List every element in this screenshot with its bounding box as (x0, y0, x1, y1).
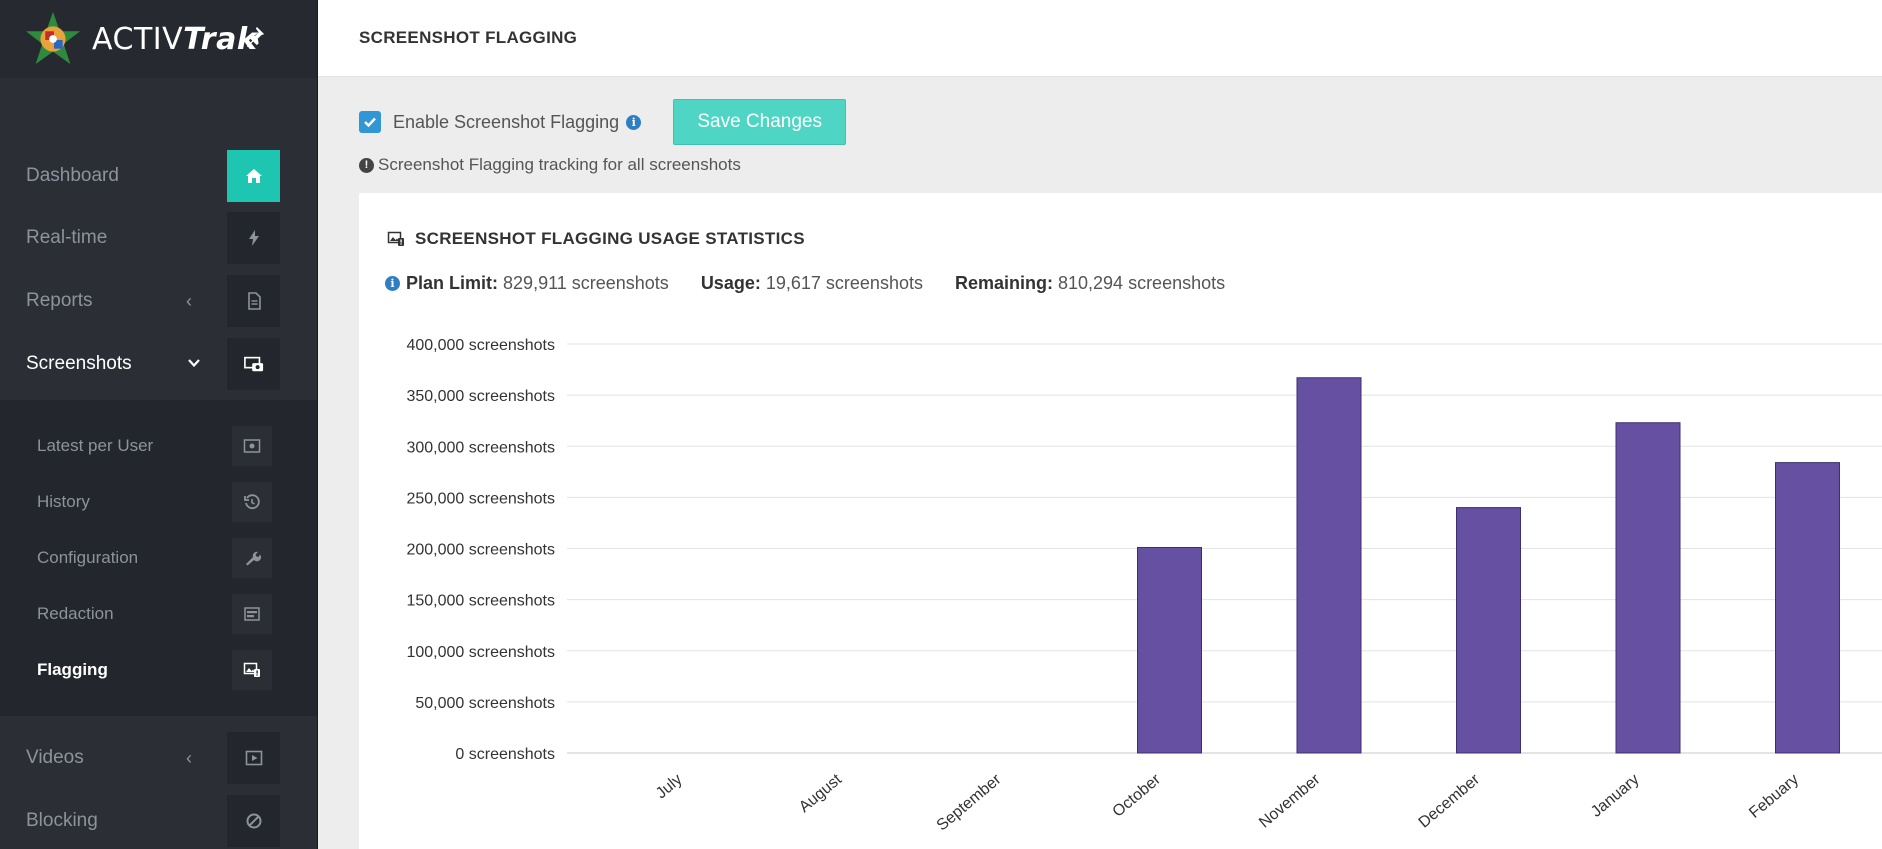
chevron-down-icon (188, 359, 200, 368)
pin-icon[interactable] (244, 25, 266, 47)
checkmark-icon (364, 117, 376, 128)
exclamation-icon: ! (359, 157, 374, 173)
video-icon (227, 732, 280, 784)
sidebar: ACTIVTrak Dashboard Real-time Reports ‹ … (0, 0, 317, 849)
bar-febuary[interactable] (1775, 462, 1840, 754)
save-changes-button[interactable]: Save Changes (673, 99, 847, 145)
info-icon[interactable]: i (626, 114, 642, 130)
x-tick-label: January (1588, 771, 1643, 821)
flagging-icon (387, 231, 404, 246)
logo-bar: ACTIVTrak (0, 0, 317, 78)
card-title: SCREENSHOT FLAGGING USAGE STATISTICS (387, 229, 805, 249)
bar-october[interactable] (1137, 546, 1202, 754)
sidebar-item-label: Real-time (26, 227, 108, 248)
sidebar-item-videos[interactable]: Videos ‹ (0, 730, 317, 786)
bar-january[interactable] (1615, 422, 1681, 754)
y-tick-label: 350,000 screenshots (406, 388, 555, 405)
sidebar-subitem-latest-per-user[interactable]: Latest per User (0, 422, 317, 470)
flagging-settings: Enable Screenshot Flagging i Save Change… (359, 97, 847, 147)
y-tick-label: 0 screenshots (455, 746, 555, 763)
sidebar-item-screenshots[interactable]: Screenshots (0, 336, 317, 392)
usage-stat: Usage: 19,617 screenshots (701, 273, 923, 294)
remaining-label: Remaining: (954, 273, 1053, 293)
x-tick-label: October (1110, 771, 1165, 821)
sidebar-subitem-configuration[interactable]: Configuration (0, 534, 317, 582)
plan-limit-label: Plan Limit: (406, 273, 499, 293)
flagging-hint: ! Screenshot Flagging tracking for all s… (359, 155, 741, 175)
x-tick-label: August (796, 771, 846, 816)
x-tick-label: September (934, 771, 1005, 835)
y-tick-label: 150,000 screenshots (406, 593, 555, 610)
sidebar-subitem-label: Flagging (37, 660, 108, 679)
chevron-left-icon: ‹ (186, 747, 192, 768)
usage-statistics-card: SCREENSHOT FLAGGING USAGE STATISTICS i P… (359, 193, 1882, 849)
flagging-icon (232, 650, 272, 690)
page-header: SCREENSHOT FLAGGING (318, 0, 1882, 77)
sidebar-subitem-history[interactable]: History (0, 478, 317, 526)
home-icon (227, 150, 280, 202)
sidebar-item-reports[interactable]: Reports ‹ (0, 273, 317, 329)
usage-label: Usage: (700, 273, 761, 293)
usage-stats: i Plan Limit: 829,911 screenshots Usage:… (385, 273, 1257, 294)
card-title-text: SCREENSHOT FLAGGING USAGE STATISTICS (415, 229, 805, 248)
sidebar-subitem-label: Latest per User (37, 436, 154, 455)
sidebar-subitem-flagging[interactable]: Flagging (0, 646, 317, 694)
sidebar-subitem-label: History (37, 492, 90, 511)
y-tick-label: 100,000 screenshots (406, 644, 555, 661)
plan-limit-value: 829,911 screenshots (503, 273, 669, 293)
block-icon (227, 795, 280, 847)
main-content: SCREENSHOT FLAGGING Enable Screenshot Fl… (317, 0, 1882, 849)
bar-november[interactable] (1296, 377, 1362, 754)
plan-limit-stat: Plan Limit: 829,911 screenshots (406, 273, 669, 294)
sidebar-item-label: Reports (26, 290, 93, 311)
sidebar-subitem-label: Redaction (37, 604, 114, 623)
x-tick-label: July (653, 771, 686, 802)
screenshots-submenu: Latest per User History Configuration Re… (0, 400, 317, 716)
sidebar-item-label: Blocking (26, 810, 98, 831)
sidebar-subitem-label: Configuration (37, 548, 139, 567)
image-icon (232, 426, 272, 466)
sidebar-item-label: Videos (26, 747, 84, 768)
x-tick-label: Febuary (1746, 771, 1802, 822)
sidebar-subitem-redaction[interactable]: Redaction (0, 590, 317, 638)
page-title: SCREENSHOT FLAGGING (359, 28, 578, 47)
screenshots-icon (227, 338, 280, 390)
brand-name: ACTIVTrak (92, 21, 258, 57)
x-tick-label: December (1416, 771, 1484, 832)
bar-december[interactable] (1456, 507, 1521, 754)
enable-flagging-label[interactable]: Enable Screenshot Flagging (393, 111, 620, 132)
info-icon[interactable]: i (385, 276, 400, 291)
y-tick-label: 400,000 screenshots (406, 337, 555, 354)
usage-value: 19,617 screenshots (765, 273, 923, 293)
hint-text: Screenshot Flagging tracking for all scr… (378, 155, 741, 174)
remaining-value: 810,294 screenshots (1058, 273, 1226, 293)
sidebar-item-dashboard[interactable]: Dashboard (0, 148, 317, 204)
sidebar-item-blocking[interactable]: Blocking (0, 793, 317, 849)
remaining-stat: Remaining: 810,294 screenshots (955, 273, 1225, 294)
activtrak-logo-icon (25, 11, 81, 65)
y-tick-label: 50,000 screenshots (415, 695, 555, 712)
sidebar-item-label: Screenshots (26, 353, 132, 374)
redaction-icon (232, 594, 272, 634)
document-icon (227, 275, 280, 327)
wrench-icon (232, 538, 272, 578)
usage-bar-chart: 0 screenshots 50,000 screenshots 100,000 s… (406, 337, 1882, 835)
y-tick-label: 250,000 screenshots (406, 490, 555, 507)
history-icon (232, 482, 272, 522)
enable-flagging-checkbox[interactable] (359, 111, 381, 133)
sidebar-item-real-time[interactable]: Real-time (0, 210, 317, 266)
bolt-icon (227, 212, 280, 264)
y-tick-label: 200,000 screenshots (406, 542, 555, 559)
y-tick-label: 300,000 screenshots (406, 439, 555, 456)
x-tick-label: November (1256, 771, 1324, 832)
sidebar-item-label: Dashboard (26, 165, 119, 186)
chevron-left-icon: ‹ (186, 290, 192, 311)
